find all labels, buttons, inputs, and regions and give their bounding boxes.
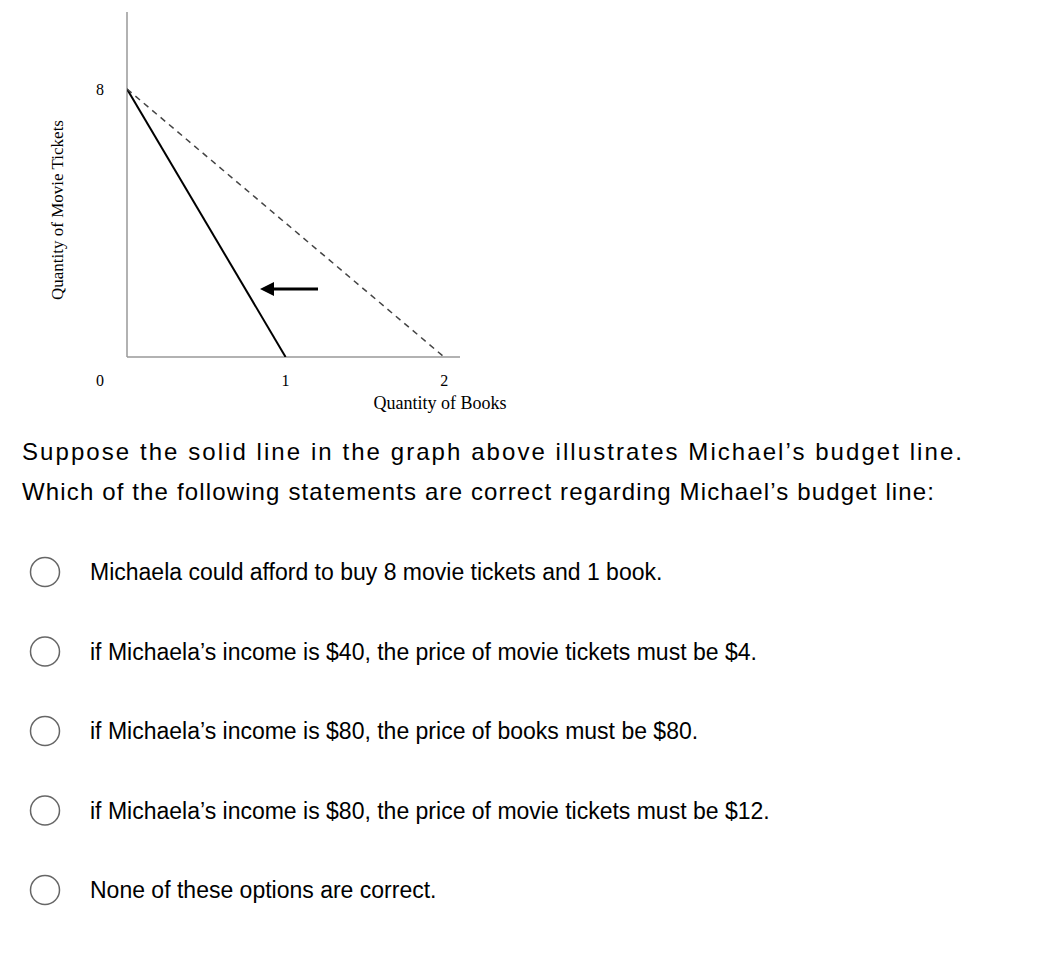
- y-axis: [126, 12, 128, 357]
- arrow-head: [260, 282, 274, 296]
- budget-line: [127, 89, 286, 357]
- radio-button[interactable]: [31, 717, 60, 746]
- x-axis-label: Quantity of Books: [374, 393, 507, 413]
- dashed-budget-line: [127, 89, 444, 357]
- x-axis: [127, 356, 460, 358]
- question-line: Suppose the solid line in the graph abov…: [22, 438, 962, 465]
- radio-button[interactable]: [31, 796, 60, 825]
- page: 0 1 2 8 Quantity of Books Quantity of Movie T…: [0, 0, 1056, 966]
- shift-arrow: [272, 288, 318, 291]
- question-line: Which of the following statements are co…: [22, 478, 934, 505]
- option-text: if Michaela’s income is $40, the price o…: [90, 639, 757, 665]
- plot-area: [127, 89, 444, 357]
- y-axis-label: Quantity of Movie Tickets: [48, 120, 67, 300]
- option-text: None of these options are correct.: [90, 877, 436, 903]
- x-tick-label: 2: [440, 372, 448, 389]
- option-text: if Michaela’s income is $80, the price o…: [90, 718, 698, 744]
- x-tick-label: 1: [282, 372, 290, 389]
- radio-button[interactable]: [31, 558, 60, 587]
- option-text: if Michaela’s income is $80, the price o…: [90, 798, 770, 824]
- x-tick-label: 0: [96, 372, 104, 389]
- y-tick-label: 8: [96, 81, 104, 98]
- radio-button[interactable]: [31, 876, 60, 905]
- option-text: Michaela could afford to buy 8 movie tic…: [90, 559, 662, 585]
- radio-button[interactable]: [31, 637, 60, 666]
